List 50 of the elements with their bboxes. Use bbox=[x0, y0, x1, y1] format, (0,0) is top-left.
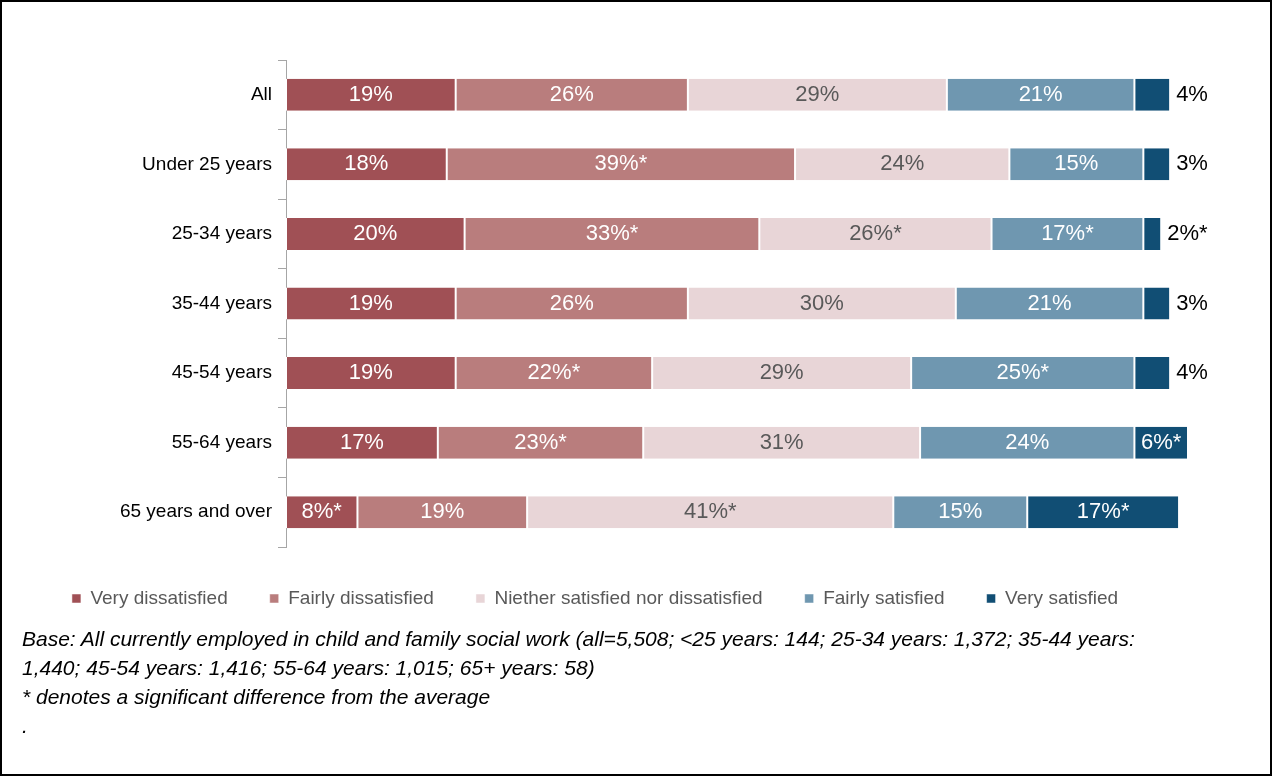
data-label: 30% bbox=[799, 289, 844, 315]
y-tick-label: 45-54 years bbox=[171, 361, 272, 383]
data-label: 21% bbox=[1027, 289, 1072, 315]
y-tick-label: 35-44 years bbox=[171, 291, 272, 313]
data-label: 4% bbox=[1176, 359, 1208, 385]
data-label: 29% bbox=[795, 80, 840, 106]
data-label: 26% bbox=[549, 289, 594, 315]
data-label: 23%* bbox=[514, 428, 568, 454]
data-label: 26% bbox=[549, 80, 594, 106]
data-label: 33%* bbox=[585, 219, 639, 245]
data-label: 2%* bbox=[1167, 219, 1208, 245]
data-label: 17%* bbox=[1041, 219, 1095, 245]
data-label: 24% bbox=[1005, 428, 1050, 454]
data-label: 39%* bbox=[594, 150, 648, 176]
data-label: 3% bbox=[1176, 289, 1208, 315]
data-label: 20% bbox=[353, 219, 398, 245]
data-label: 17% bbox=[339, 428, 384, 454]
data-label: 6%* bbox=[1141, 428, 1182, 454]
data-label: 41%* bbox=[683, 498, 737, 524]
data-label: 19% bbox=[348, 80, 393, 106]
data-label: 3% bbox=[1176, 150, 1208, 176]
y-tick-label: All bbox=[250, 83, 272, 105]
data-label: 29% bbox=[759, 359, 804, 385]
data-label: 26%* bbox=[849, 219, 903, 245]
data-label: 19% bbox=[348, 359, 393, 385]
legend-label: Fairly satisfied bbox=[823, 586, 945, 608]
text: * denotes a significant difference from the average bbox=[22, 684, 492, 710]
legend-label: Fairly dissatisfied bbox=[288, 586, 434, 608]
data-label: 18% bbox=[344, 150, 389, 176]
text: Base: All currently employed in child and family social work (all=5,508; <25 years: 144; 25-34 years: 1,372; 35-44 years: 1,440; 45-54 years: 1,416; 55-64 years: 1,015; 65+ years: 58) bbox=[22, 626, 1136, 681]
data-label: 19% bbox=[420, 498, 465, 524]
data-label: 4% bbox=[1176, 80, 1208, 106]
data-label: 15% bbox=[938, 498, 983, 524]
legend-label: Very dissatisfied bbox=[90, 586, 228, 608]
y-tick-label: 55-64 years bbox=[171, 430, 272, 452]
data-label: 31% bbox=[759, 428, 804, 454]
data-label: 17%* bbox=[1076, 498, 1130, 524]
data-label: 19% bbox=[348, 289, 393, 315]
legend-label: Very satisfied bbox=[1005, 586, 1119, 608]
text: . bbox=[22, 713, 29, 739]
data-label: 21% bbox=[1018, 80, 1063, 106]
data-label: 22%* bbox=[527, 359, 581, 385]
data-label: 8%* bbox=[301, 498, 343, 524]
data-label: 24% bbox=[880, 150, 925, 176]
y-tick-label: Under 25 years bbox=[142, 152, 272, 174]
legend-label: Niether satisfied nor dissatisfied bbox=[494, 586, 763, 608]
y-tick-label: 65 years and over bbox=[119, 500, 273, 522]
data-label: 25%* bbox=[996, 359, 1050, 385]
y-tick-label: 25-34 years bbox=[171, 222, 272, 244]
data-label: 15% bbox=[1054, 150, 1099, 176]
